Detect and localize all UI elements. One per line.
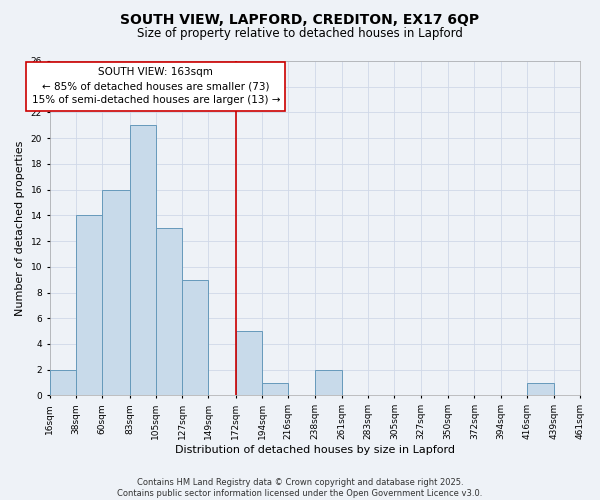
Text: SOUTH VIEW, LAPFORD, CREDITON, EX17 6QP: SOUTH VIEW, LAPFORD, CREDITON, EX17 6QP — [121, 12, 479, 26]
Bar — [130, 126, 156, 396]
Bar — [262, 382, 288, 396]
Bar — [76, 216, 102, 396]
Text: Size of property relative to detached houses in Lapford: Size of property relative to detached ho… — [137, 28, 463, 40]
Y-axis label: Number of detached properties: Number of detached properties — [15, 140, 25, 316]
Bar — [236, 331, 262, 396]
X-axis label: Distribution of detached houses by size in Lapford: Distribution of detached houses by size … — [175, 445, 455, 455]
Bar — [102, 190, 130, 396]
Text: Contains HM Land Registry data © Crown copyright and database right 2025.
Contai: Contains HM Land Registry data © Crown c… — [118, 478, 482, 498]
Bar — [314, 370, 342, 396]
Bar — [50, 370, 76, 396]
Bar — [182, 280, 208, 396]
Bar — [527, 382, 554, 396]
Bar — [156, 228, 182, 396]
Text: SOUTH VIEW: 163sqm
← 85% of detached houses are smaller (73)
15% of semi-detache: SOUTH VIEW: 163sqm ← 85% of detached hou… — [32, 68, 280, 106]
